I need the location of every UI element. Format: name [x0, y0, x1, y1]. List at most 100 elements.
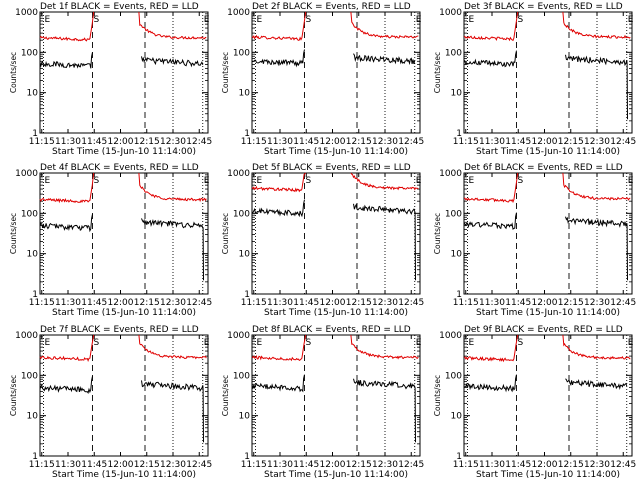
- x-tick-label: 12:45: [186, 298, 212, 308]
- red-lld-series-segment: [350, 172, 419, 191]
- x-tick-label: 11:45: [505, 137, 531, 147]
- x-tick-label: 11:15: [453, 460, 479, 470]
- x-tick-label: 12:30: [584, 137, 610, 147]
- marker-label: E: [469, 15, 475, 25]
- x-tick-label: 11:30: [479, 298, 505, 308]
- x-tick-label: 12:45: [398, 298, 424, 308]
- marker-label: S: [518, 15, 524, 25]
- y-tick-label: 1: [456, 290, 462, 300]
- x-tick-label: 12:45: [610, 298, 636, 308]
- x-tick-label: 12:15: [558, 137, 584, 147]
- x-tick-label: 12:00: [320, 137, 346, 147]
- x-axis-label: Start Time (15-Jun-10 11:14:00): [52, 147, 196, 157]
- x-tick-label: 12:15: [346, 298, 372, 308]
- y-tick-label: 10: [27, 89, 39, 99]
- x-tick-label: 11:15: [29, 460, 55, 470]
- y-tick-label: 1: [244, 452, 250, 462]
- y-tick-label: 100: [21, 209, 38, 219]
- marker-label: E: [45, 338, 51, 348]
- x-tick-label: 12:15: [346, 137, 372, 147]
- y-tick-label: 10: [239, 412, 251, 422]
- x-tick-label: 11:45: [81, 460, 107, 470]
- marker-label: E: [628, 15, 634, 25]
- x-tick-label: 11:30: [55, 460, 81, 470]
- black-events-series-segment: [463, 212, 517, 230]
- panel-title: Det 1f BLACK = Events, RED = LLD: [40, 2, 199, 12]
- y-axis-label: Counts/sec: [433, 52, 442, 93]
- y-tick-label: 100: [445, 371, 462, 381]
- marker-label: S: [94, 176, 100, 186]
- x-tick-label: 11:30: [267, 460, 293, 470]
- x-tick-label: 12:45: [186, 460, 212, 470]
- marker-label: E: [257, 338, 263, 348]
- marker-label: E: [416, 176, 422, 186]
- black-events-series-segment: [141, 380, 204, 443]
- y-tick-label: 1000: [15, 331, 38, 341]
- panel-7: Det 7f BLACK = Events, RED = LLD 1 10 100 10…: [9, 325, 212, 480]
- plot-frame: [463, 334, 633, 457]
- marker-label: E: [416, 15, 422, 25]
- red-lld-series-segment: [463, 172, 519, 204]
- plot-frame: [463, 172, 633, 295]
- plot-frame: [39, 172, 209, 295]
- x-tick-label: 12:30: [160, 460, 186, 470]
- panel-title: Det 9f BLACK = Events, RED = LLD: [464, 325, 623, 335]
- x-tick-label: 11:30: [267, 298, 293, 308]
- x-tick-label: 12:45: [398, 460, 424, 470]
- red-lld-series-segment: [39, 172, 95, 204]
- x-tick-label: 12:00: [320, 460, 346, 470]
- x-tick-label: 11:45: [293, 460, 319, 470]
- x-axis-label: Start Time (15-Jun-10 11:14:00): [476, 470, 620, 480]
- x-tick-label: 12:30: [160, 137, 186, 147]
- panel-title: Det 4f BLACK = Events, RED = LLD: [40, 163, 199, 173]
- x-axis-label: Start Time (15-Jun-10 11:14:00): [264, 470, 408, 480]
- black-events-series-segment: [251, 49, 305, 68]
- panel-title: Det 3f BLACK = Events, RED = LLD: [464, 2, 623, 12]
- red-lld-series-segment: [463, 11, 519, 42]
- x-tick-label: 11:15: [29, 298, 55, 308]
- y-tick-label: 1: [32, 452, 38, 462]
- y-tick-label: 1000: [227, 331, 250, 341]
- x-tick-label: 12:45: [186, 137, 212, 147]
- x-tick-label: 11:45: [505, 460, 531, 470]
- black-events-series-segment: [141, 56, 204, 68]
- marker-label: S: [306, 176, 312, 186]
- x-tick-label: 12:15: [346, 460, 372, 470]
- y-tick-label: 1: [32, 290, 38, 300]
- x-tick-label: 11:15: [241, 460, 267, 470]
- red-lld-series-segment: [39, 11, 95, 42]
- y-tick-label: 100: [233, 371, 250, 381]
- x-tick-label: 12:30: [372, 460, 398, 470]
- y-tick-label: 100: [233, 209, 250, 219]
- x-axis-label: Start Time (15-Jun-10 11:14:00): [52, 308, 196, 318]
- marker-label: E: [469, 176, 475, 186]
- x-tick-label: 11:45: [81, 137, 107, 147]
- panel-title: Det 6f BLACK = Events, RED = LLD: [464, 163, 623, 173]
- marker-label: S: [306, 15, 312, 25]
- x-tick-label: 11:15: [241, 137, 267, 147]
- x-tick-label: 12:45: [610, 460, 636, 470]
- red-lld-series-segment: [138, 334, 207, 360]
- y-axis-label: Counts/sec: [433, 375, 442, 416]
- y-tick-label: 1: [456, 129, 462, 139]
- y-tick-label: 100: [445, 209, 462, 219]
- y-tick-label: 1000: [227, 169, 250, 179]
- x-tick-label: 11:15: [29, 137, 55, 147]
- x-tick-label: 12:45: [610, 137, 636, 147]
- black-events-series-segment: [251, 374, 305, 393]
- red-lld-series-segment: [562, 11, 631, 39]
- x-tick-label: 12:15: [558, 460, 584, 470]
- plot-frame: [251, 334, 421, 457]
- panel-3: Det 3f BLACK = Events, RED = LLD 1 10 100 10…: [433, 2, 636, 157]
- black-events-series-segment: [565, 216, 628, 281]
- red-lld-series-segment: [138, 172, 207, 202]
- y-axis-label: Counts/sec: [221, 213, 230, 254]
- x-tick-label: 11:30: [479, 460, 505, 470]
- x-tick-label: 12:15: [558, 298, 584, 308]
- x-axis-label: Start Time (15-Jun-10 11:14:00): [52, 470, 196, 480]
- y-tick-label: 10: [27, 412, 39, 422]
- x-tick-label: 12:00: [320, 298, 346, 308]
- y-tick-label: 1000: [15, 8, 38, 18]
- y-axis-label: Counts/sec: [221, 52, 230, 93]
